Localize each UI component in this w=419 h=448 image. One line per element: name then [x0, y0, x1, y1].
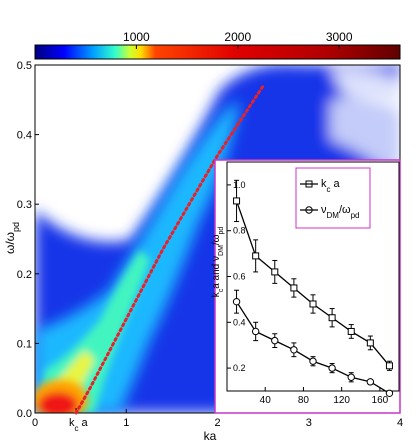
dispersion-curve — [74, 84, 265, 415]
y-tick-label: 0.0 — [17, 408, 32, 420]
data-point-circle — [232, 297, 241, 306]
x-tick-label: 1 — [123, 417, 129, 429]
y-tick-label: 0.2 — [17, 269, 32, 281]
data-point-square — [366, 339, 374, 347]
inset-series — [232, 179, 394, 397]
data-point-square — [290, 284, 298, 292]
inset-series-0 — [233, 179, 393, 371]
data-point-square — [347, 327, 355, 335]
inset-y-tick-label: 1.0 — [233, 180, 246, 190]
inset-series-1 — [232, 289, 394, 397]
colorbar-tick-label: 1000 — [123, 30, 150, 44]
y-tick-label: 0.5 — [17, 60, 32, 72]
x-tick-label: 4 — [397, 417, 403, 429]
colorbar — [34, 44, 401, 60]
data-point-circle — [309, 357, 317, 365]
dispersion-curve-line — [74, 84, 265, 415]
data-point-circle — [271, 336, 279, 345]
data-point-circle — [347, 373, 355, 381]
data-point-circle — [290, 346, 298, 354]
inset-x-tick-label: 160 — [372, 395, 389, 406]
data-point-square — [252, 252, 260, 260]
legend-series-0: kc a — [321, 178, 341, 194]
data-point-square — [271, 268, 279, 276]
x-tick-label: 2 — [214, 417, 220, 429]
legend-series-1: νDM/ωpd — [321, 204, 360, 220]
kc-marker-label: kc a — [69, 417, 89, 433]
data-point-square — [233, 197, 241, 205]
x-axis-label: ka — [204, 429, 217, 443]
inset-y-tick-label: 0.6 — [233, 272, 246, 282]
data-point-circle — [251, 327, 260, 336]
inset-x-tick-label: 80 — [298, 395, 310, 406]
inset-x-tick-label: 120 — [333, 395, 350, 406]
data-point-square — [385, 362, 393, 370]
data-point-circle — [385, 389, 394, 397]
x-tick-label: 3 — [306, 417, 312, 429]
colorbar-tick-label: 2000 — [224, 30, 251, 44]
colorbar-tick-label: 3000 — [326, 30, 353, 44]
main-axis-ticks: 0 1 2 3 4 0.0 0.1 0.2 0.3 0.4 0.5 — [17, 60, 403, 429]
y-tick-label: 0.3 — [17, 199, 32, 211]
x-tick-label: 0 — [32, 417, 38, 429]
colorbar-ticks: 1000 2000 3000 — [123, 30, 353, 49]
inset-y-tick-label: 0.2 — [233, 363, 246, 373]
inset-legend: kc a νDM/ωpd — [295, 167, 371, 229]
y-tick-label: 0.4 — [17, 130, 32, 142]
inset-y-tick-label: 0.8 — [233, 226, 246, 236]
legend-square-marker — [305, 180, 313, 188]
data-point-square — [309, 300, 317, 308]
inset-y-tick-label: 0.4 — [233, 317, 246, 327]
inset-x-tick-label: 40 — [260, 395, 272, 406]
inset-axis-ticks: 40 80 120 160 0.2 0.4 0.6 0.8 1.0 — [227, 180, 389, 406]
legend-circle-marker — [305, 206, 313, 214]
y-tick-label: 0.1 — [17, 338, 32, 350]
data-point-square — [328, 314, 336, 322]
y-axis-label: ω/ωpd — [3, 222, 21, 254]
data-point-circle — [366, 378, 375, 386]
data-point-circle — [328, 364, 336, 372]
inset-y-axis-label: kca and νDM/ωpd — [211, 227, 225, 298]
